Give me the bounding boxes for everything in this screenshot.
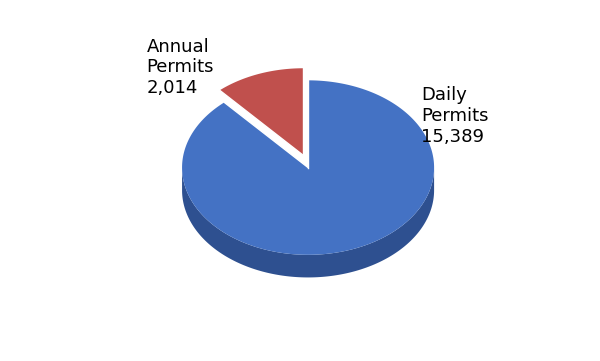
- Polygon shape: [182, 81, 434, 255]
- Text: Annual
Permits
2,014: Annual Permits 2,014: [146, 38, 214, 97]
- Polygon shape: [182, 168, 434, 278]
- Polygon shape: [220, 68, 304, 156]
- Text: Daily
Permits
15,389: Daily Permits 15,389: [421, 86, 488, 146]
